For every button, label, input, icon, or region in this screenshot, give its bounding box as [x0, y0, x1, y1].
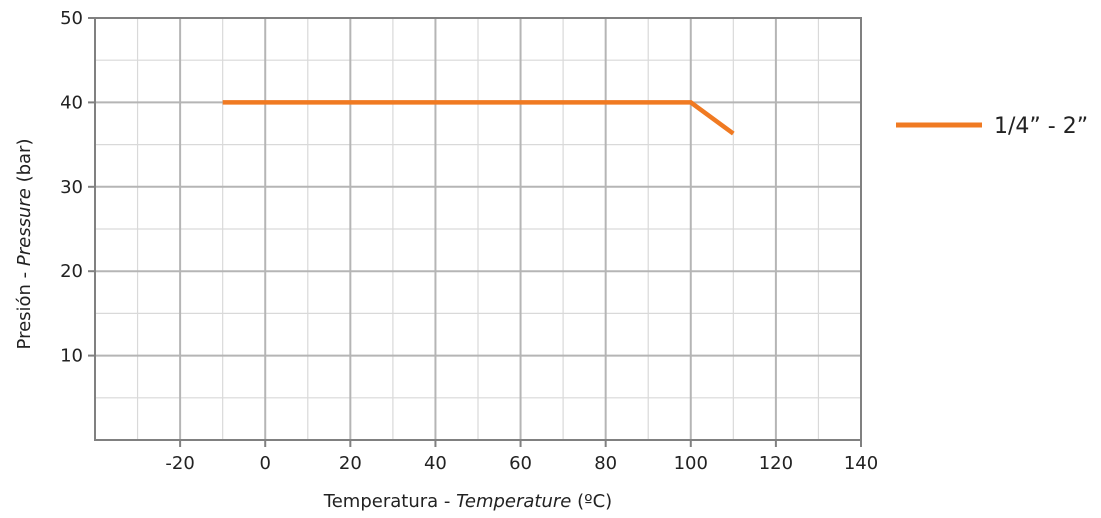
x-tick-label: 80	[594, 453, 617, 474]
series-layer	[222, 100, 735, 136]
y-axis-title-plain: Presión -	[14, 266, 35, 349]
y-axis-title-italic: Pressure	[14, 188, 35, 266]
x-tick-label: 0	[259, 453, 270, 474]
y-tick-label: 30	[60, 177, 83, 198]
major-grid	[95, 18, 861, 440]
y-tick-label: 40	[60, 92, 83, 113]
y-tick-label: 50	[60, 8, 83, 29]
x-axis-title-italic: Temperature	[456, 491, 571, 512]
y-tick-label: 10	[60, 346, 83, 367]
y-tick-label: 20	[60, 261, 83, 282]
x-tick-label: 60	[509, 453, 532, 474]
x-axis-title: Temperatura - Temperature (ºC)	[323, 491, 612, 512]
legend: 1/4” - 2”	[896, 114, 1088, 139]
y-axis-title: Presión - Pressure (bar)	[14, 139, 35, 350]
x-tick-label: 40	[424, 453, 447, 474]
legend-label: 1/4” - 2”	[994, 114, 1088, 139]
x-tick-label: 140	[844, 453, 878, 474]
x-tick-label: 120	[759, 453, 793, 474]
plot-frame	[94, 17, 862, 441]
y-axis-ticks: 10 20 30 40 50	[60, 8, 95, 367]
x-axis-ticks: -20 0 20 40 60 80 100 120 140	[165, 440, 878, 474]
minor-grid	[95, 18, 861, 440]
x-axis-title-plain: Temperatura -	[323, 491, 456, 512]
x-tick-label: -20	[165, 453, 194, 474]
x-tick-label: 20	[339, 453, 362, 474]
x-axis-title-unit: (ºC)	[571, 491, 612, 512]
y-axis-title-unit: (bar)	[14, 139, 35, 189]
series-line	[222, 100, 735, 136]
x-tick-label: 100	[674, 453, 708, 474]
